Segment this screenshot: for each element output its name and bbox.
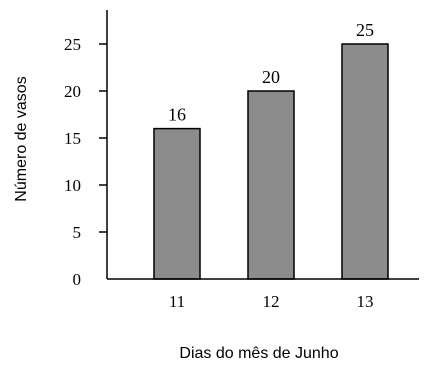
y-tick-label: 20 — [64, 82, 81, 101]
x-tick-label: 12 — [263, 292, 280, 311]
bar-13 — [341, 43, 389, 280]
data-label-13: 25 — [356, 20, 374, 40]
x-tick-label: 11 — [169, 292, 185, 311]
bars-group: 16 20 25 — [153, 20, 389, 280]
bar-11 — [153, 127, 201, 280]
y-tick-label: 15 — [64, 129, 81, 148]
y-axis-title: Número de vasos — [13, 76, 30, 201]
y-tick-label: 0 — [73, 270, 82, 289]
data-label-12: 20 — [262, 67, 280, 87]
y-tick-label: 10 — [64, 176, 81, 195]
data-label-11: 16 — [168, 105, 186, 125]
x-axis-title: Dias do mês de Junho — [179, 345, 338, 362]
x-axis-ticks: 11 12 13 — [169, 292, 374, 311]
bar-12 — [247, 90, 295, 280]
x-tick-label: 13 — [357, 292, 374, 311]
y-axis-ticks: 0 5 10 15 20 25 — [64, 35, 107, 289]
y-tick-label: 5 — [73, 223, 82, 242]
y-tick-label: 25 — [64, 35, 81, 54]
